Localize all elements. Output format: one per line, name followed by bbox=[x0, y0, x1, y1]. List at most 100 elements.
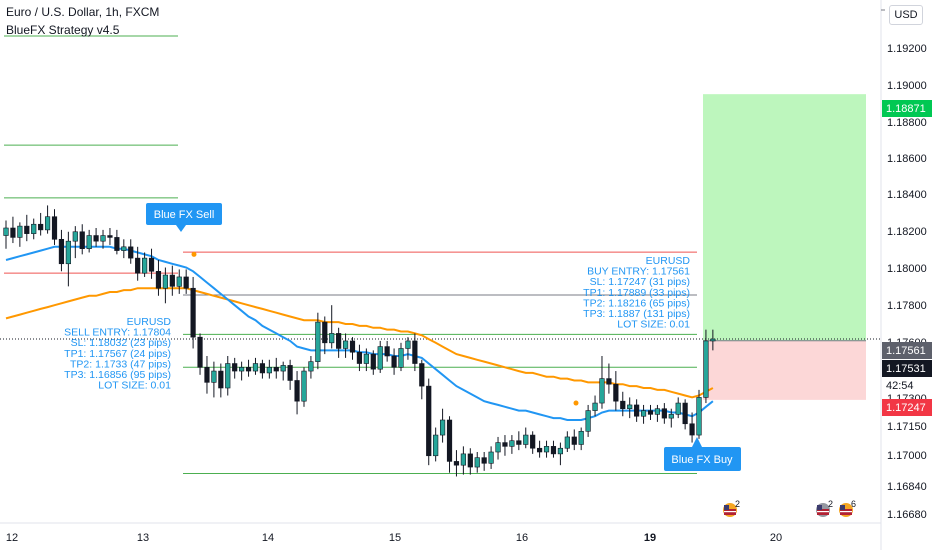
candle-body bbox=[72, 231, 78, 242]
sell-signal-info-line: EURUSD bbox=[127, 316, 172, 328]
candle-body bbox=[640, 410, 647, 417]
candle bbox=[543, 440, 550, 458]
time-axis-label: 12 bbox=[6, 532, 18, 544]
candle-body bbox=[176, 276, 182, 287]
flag-stripe bbox=[817, 511, 829, 513]
sell-signal-dot bbox=[191, 251, 197, 257]
candle-body bbox=[86, 235, 92, 250]
candle bbox=[135, 246, 141, 281]
price-axis-label: 1.16840 bbox=[887, 481, 927, 493]
currency-button[interactable]: USD bbox=[889, 5, 923, 25]
candle-body bbox=[564, 436, 570, 449]
candle-body bbox=[218, 370, 224, 389]
candle-body bbox=[530, 434, 536, 449]
candle-body bbox=[446, 419, 453, 462]
buy-signal-callout bbox=[664, 447, 741, 471]
candle-body bbox=[336, 333, 342, 349]
candle bbox=[426, 378, 432, 466]
buy-signal-info-line: EURUSD bbox=[646, 255, 691, 267]
buy-signal-pointer bbox=[692, 437, 702, 447]
candle-body bbox=[197, 336, 203, 368]
candle-body bbox=[613, 383, 619, 402]
candle-body bbox=[550, 446, 557, 455]
candle bbox=[710, 329, 716, 351]
candle-body bbox=[460, 453, 466, 466]
price-axis-label: 1.17000 bbox=[887, 450, 927, 462]
candle bbox=[93, 228, 99, 247]
signal-callouts: Blue FX Sell Blue FX Buy bbox=[146, 203, 741, 471]
time-axis[interactable]: 12 13 14 15 16 19 20 bbox=[6, 532, 782, 544]
candle-body bbox=[370, 353, 376, 370]
candle bbox=[419, 359, 425, 400]
candle-body bbox=[17, 225, 23, 238]
candle bbox=[86, 229, 92, 253]
candle bbox=[613, 371, 619, 411]
candle bbox=[72, 226, 78, 259]
candle-body bbox=[592, 402, 598, 411]
candle-body bbox=[571, 436, 577, 445]
candle-body bbox=[419, 363, 425, 387]
candle-body bbox=[363, 353, 369, 364]
symbol-title: Euro / U.S. Dollar, 1h, FXCM bbox=[6, 5, 160, 19]
candle bbox=[329, 305, 335, 349]
candle bbox=[682, 399, 688, 430]
sell-signal-info-line: SL: 1.18032 (23 pips) bbox=[71, 337, 171, 349]
stop-loss-price-tag: 1.17247 bbox=[886, 402, 926, 414]
candle-body bbox=[502, 442, 508, 447]
candle bbox=[453, 450, 460, 477]
candle bbox=[592, 395, 598, 417]
take-profit-price-tag: 1.18871 bbox=[886, 103, 926, 115]
candle bbox=[488, 446, 494, 469]
candle-body bbox=[647, 410, 654, 415]
price-axis[interactable]: 1.19200 1.19000 1.18800 1.18600 1.18400 1.182… bbox=[881, 9, 932, 521]
candle-body bbox=[543, 446, 550, 453]
sell-signal-info-line: SELL ENTRY: 1.17804 bbox=[64, 327, 171, 339]
candle bbox=[31, 218, 37, 240]
candle bbox=[294, 371, 300, 415]
candle-body bbox=[93, 235, 99, 242]
economic-event-flag-icon: 2 bbox=[815, 499, 833, 518]
candle-body bbox=[703, 340, 709, 398]
candle bbox=[169, 265, 175, 296]
candle bbox=[287, 359, 293, 390]
candle-body bbox=[245, 366, 252, 372]
candle bbox=[183, 269, 189, 294]
candle bbox=[439, 408, 446, 443]
candle bbox=[467, 448, 473, 475]
candle bbox=[3, 220, 9, 249]
candle bbox=[349, 337, 356, 360]
candle-body bbox=[696, 397, 702, 436]
candle-body bbox=[252, 363, 259, 372]
candle bbox=[502, 435, 508, 456]
candle bbox=[51, 209, 58, 245]
candle bbox=[190, 276, 196, 349]
candle-body bbox=[107, 235, 113, 238]
candle-body bbox=[467, 453, 473, 468]
price-axis-label: 1.18800 bbox=[887, 117, 927, 129]
candle-body bbox=[121, 246, 127, 251]
candle-body bbox=[398, 348, 404, 368]
current-price-tag-bg bbox=[882, 342, 932, 359]
candle bbox=[703, 329, 709, 404]
flag-stripe bbox=[724, 511, 736, 513]
candle-body bbox=[495, 442, 501, 453]
indicator-name[interactable]: BlueFX Strategy v4.5 bbox=[6, 23, 120, 37]
candle bbox=[509, 435, 515, 454]
candle-body bbox=[710, 338, 716, 342]
sell-signal-label: Blue FX Sell bbox=[154, 209, 215, 221]
candle bbox=[10, 216, 16, 244]
candle-body bbox=[211, 370, 217, 383]
candle bbox=[114, 229, 120, 255]
candle-body bbox=[100, 235, 106, 242]
candle-body bbox=[280, 365, 286, 372]
candle bbox=[640, 404, 647, 424]
candle bbox=[627, 397, 633, 419]
candle-body bbox=[537, 447, 543, 453]
candle bbox=[356, 344, 363, 372]
candle bbox=[259, 359, 266, 379]
candle-body bbox=[204, 366, 210, 383]
candle-body bbox=[599, 378, 605, 404]
